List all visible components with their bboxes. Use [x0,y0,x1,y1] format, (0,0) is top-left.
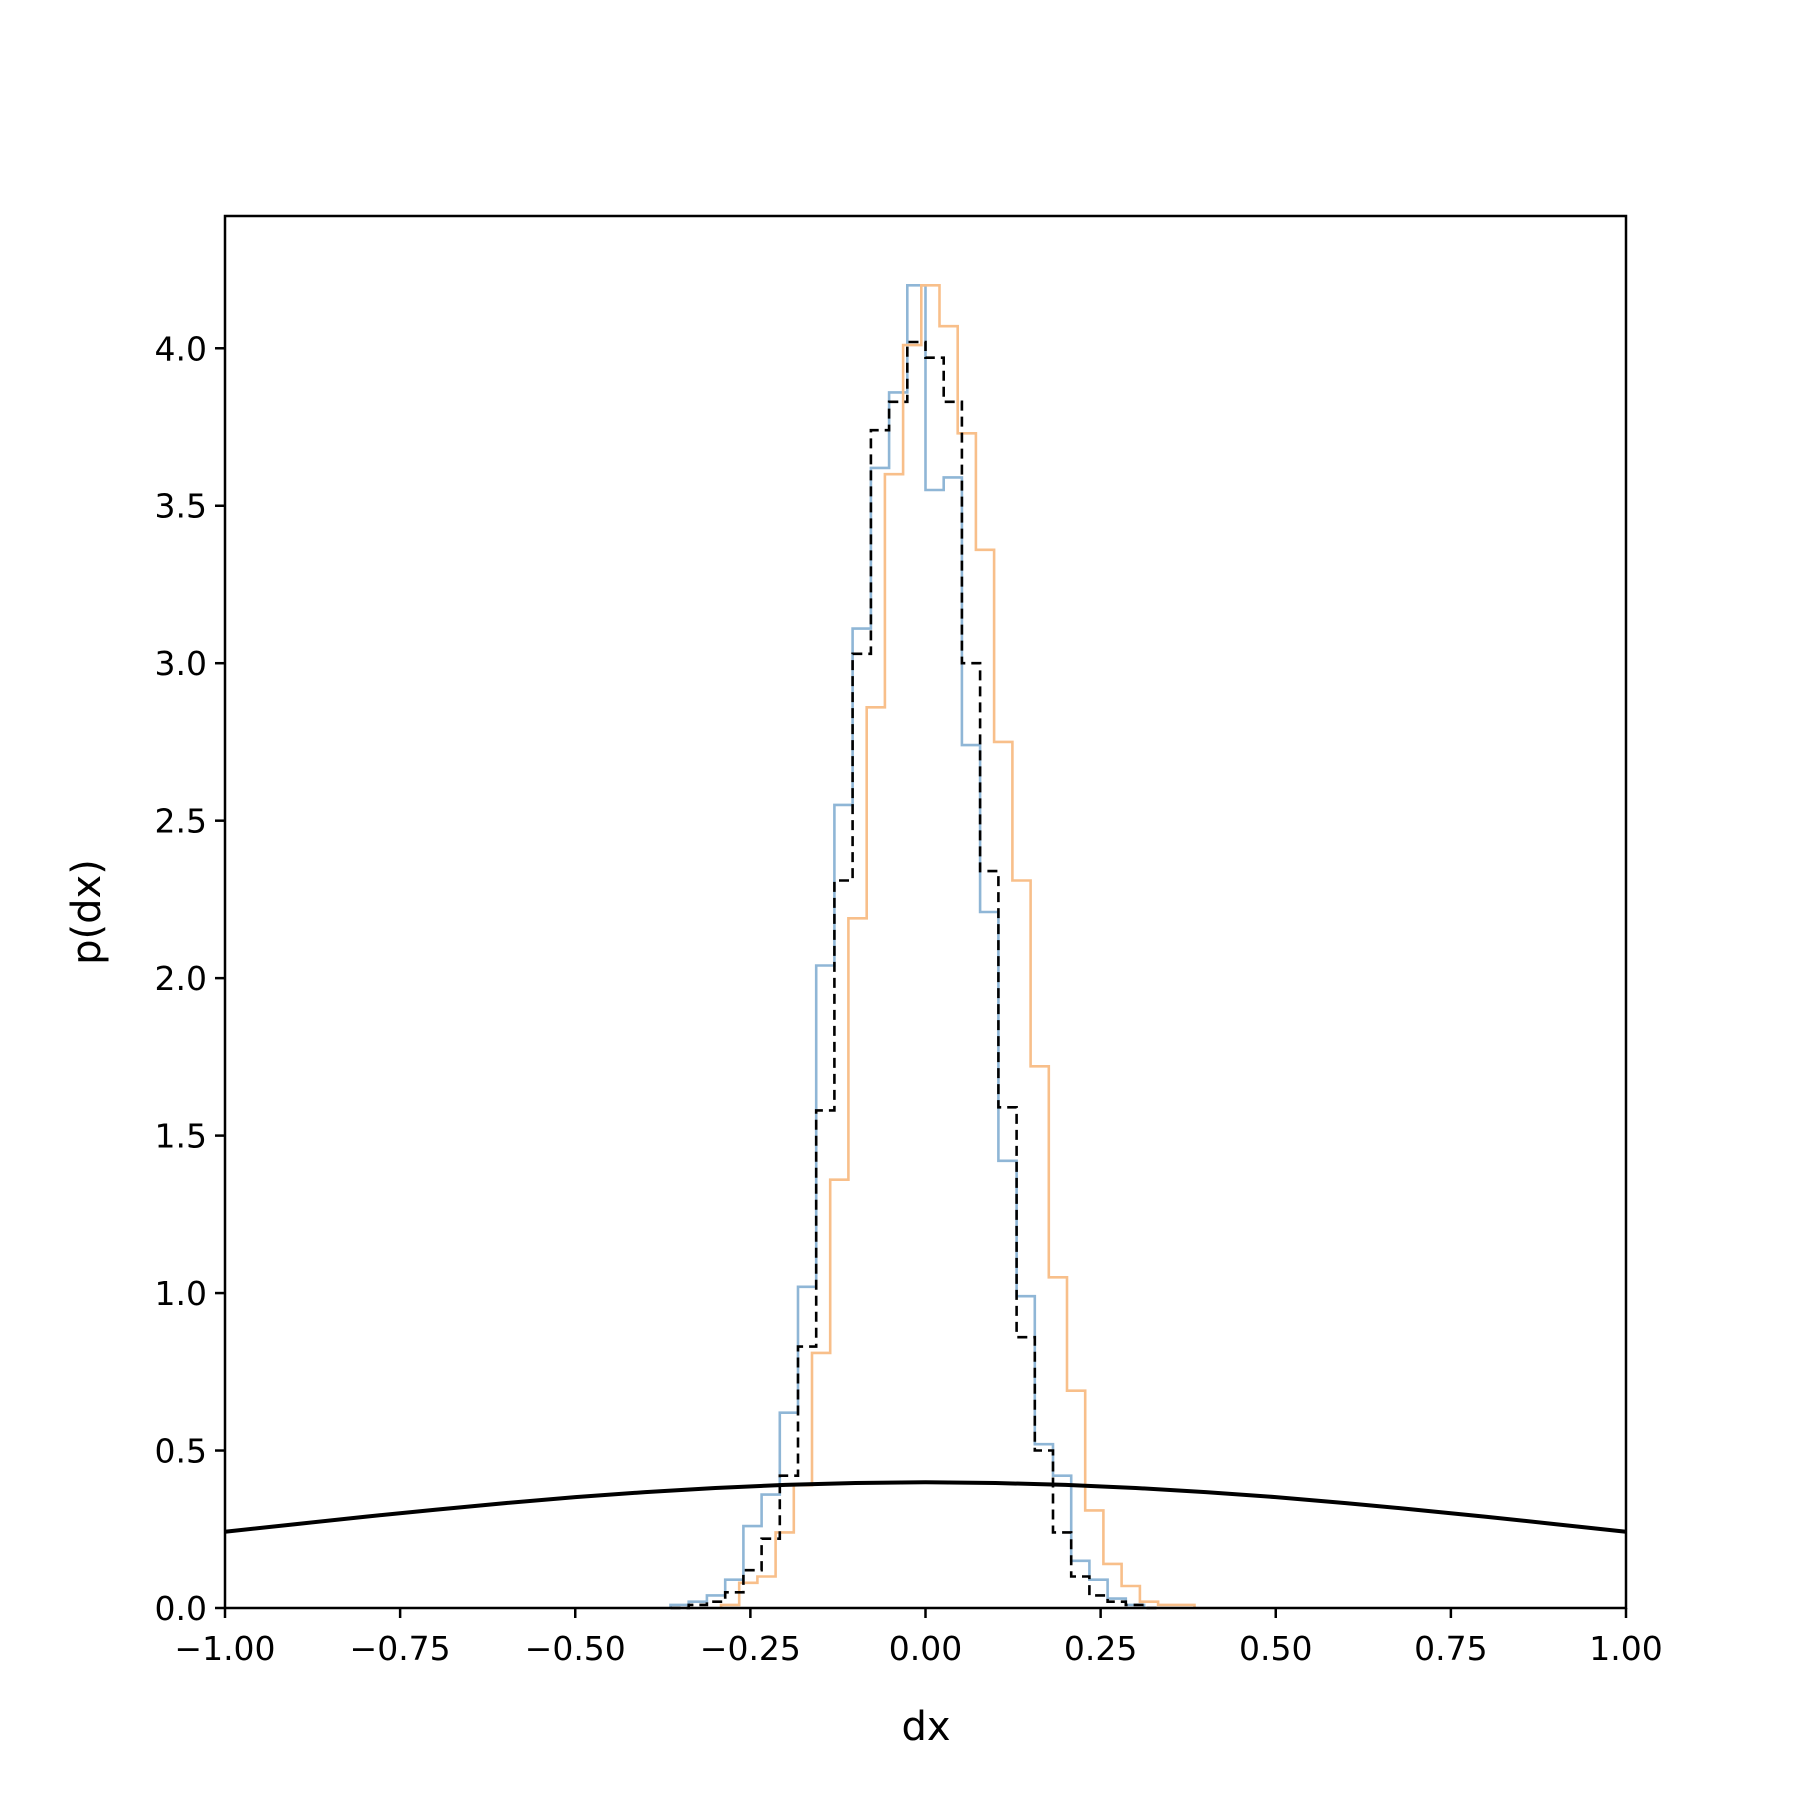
y-axis: 0.0 0.5 1.0 1.5 2.0 2.5 3.0 3.5 4.0 [155,329,225,1628]
x-tick-label: −1.00 [174,1629,275,1668]
y-tick-label: 1.0 [155,1274,207,1313]
x-tick-label: 0.25 [1064,1629,1137,1668]
y-tick-label: 1.5 [155,1117,207,1156]
x-tick-label: 0.50 [1239,1629,1312,1668]
x-tick-label: 1.00 [1589,1629,1662,1668]
x-tick-label: 0.75 [1414,1629,1487,1668]
y-tick-label: 2.0 [155,959,207,998]
y-tick-label: 4.0 [155,329,207,368]
series-curve [224,1480,1627,1534]
x-axis: −1.00 −0.75 −0.50 −0.25 0.00 0.25 0.50 0.75 1.00 [174,1608,1663,1668]
x-tick-label: −0.50 [525,1629,626,1668]
y-tick-label: 0.5 [155,1432,207,1471]
x-tick-label: −0.75 [350,1629,451,1668]
x-tick-label: 0.00 [889,1629,962,1668]
y-axis-label: p(dx) [64,859,110,965]
series-histogram-3 [670,340,1163,1610]
series-histogram-1 [669,284,1146,1608]
y-tick-label: 3.5 [155,487,207,526]
plot-marks [224,284,1627,1610]
x-axis-label: dx [901,1704,950,1750]
series-histogram-2 [719,284,1196,1608]
x-tick-label: −0.25 [700,1629,801,1668]
y-tick-label: 3.0 [155,644,207,683]
y-tick-label: 2.5 [155,802,207,841]
y-tick-label: 0.0 [155,1589,207,1628]
